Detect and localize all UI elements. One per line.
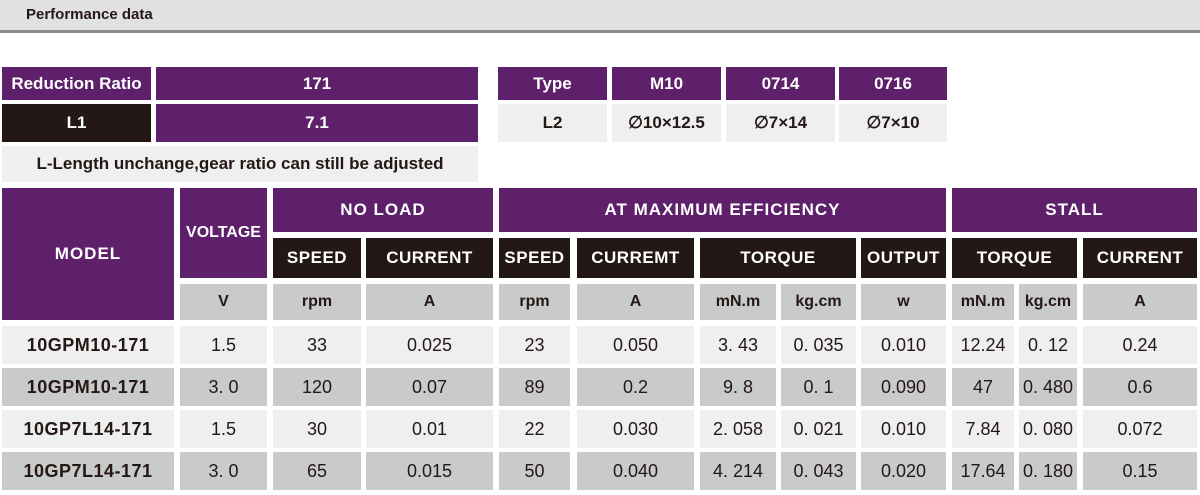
reduction-ratio-value: 171: [156, 67, 478, 100]
l2-0714: ∅7×14: [726, 104, 835, 142]
table-cell: 47: [952, 368, 1014, 406]
table-cell: 0.010: [861, 326, 946, 364]
stall-header: STALL: [952, 188, 1197, 232]
max-efficiency-header: AT MAXIMUM EFFICIENCY: [499, 188, 946, 232]
table-cell: 0.025: [366, 326, 493, 364]
l2-label: L2: [498, 104, 607, 142]
unit-cell: A: [577, 284, 694, 320]
table-cell: 120: [273, 368, 361, 406]
section-title: Performance data: [26, 6, 153, 23]
eff-speed-header: SPEED: [499, 238, 570, 278]
table-cell: 89: [499, 368, 570, 406]
table-cell: 17.64: [952, 452, 1014, 490]
stall-torque-header: TORQUE: [952, 238, 1077, 278]
unit-cell: A: [366, 284, 493, 320]
table-cell: 0.07: [366, 368, 493, 406]
table-cell: 0.6: [1083, 368, 1197, 406]
eff-torque-header: TORQUE: [700, 238, 856, 278]
eff-output-header: OUTPUT: [861, 238, 946, 278]
table-cell: 0.2: [577, 368, 694, 406]
table-cell: 0.030: [577, 410, 694, 448]
length-note: L-Length unchange,gear ratio can still b…: [2, 146, 478, 182]
table-cell: 12.24: [952, 326, 1014, 364]
table-cell: 0. 021: [781, 410, 856, 448]
table-cell: 9. 8: [700, 368, 776, 406]
table-cell: 1.5: [180, 410, 267, 448]
table-cell: 0.020: [861, 452, 946, 490]
table-cell: 0.090: [861, 368, 946, 406]
model-cell: 10GPM10-171: [2, 326, 174, 364]
unit-cell: rpm: [499, 284, 570, 320]
unit-cell: A: [1083, 284, 1197, 320]
table-cell: 3. 43: [700, 326, 776, 364]
model-cell: 10GP7L14-171: [2, 410, 174, 448]
l1-label: L1: [2, 104, 151, 142]
unit-cell: mN.m: [952, 284, 1014, 320]
type-0714: 0714: [726, 67, 835, 100]
model-cell: 10GP7L14-171: [2, 452, 174, 490]
table-cell: 22: [499, 410, 570, 448]
table-cell: 4. 214: [700, 452, 776, 490]
table-cell: 0. 480: [1019, 368, 1077, 406]
table-cell: 3. 0: [180, 368, 267, 406]
table-cell: 30: [273, 410, 361, 448]
model-cell: 10GPM10-171: [2, 368, 174, 406]
table-cell: 0. 12: [1019, 326, 1077, 364]
table-cell: 0.01: [366, 410, 493, 448]
table-cell: 33: [273, 326, 361, 364]
unit-cell: kg.cm: [781, 284, 856, 320]
table-cell: 50: [499, 452, 570, 490]
unit-cell: kg.cm: [1019, 284, 1077, 320]
table-cell: 23: [499, 326, 570, 364]
unit-cell: V: [180, 284, 267, 320]
unit-cell: w: [861, 284, 946, 320]
table-cell: 3. 0: [180, 452, 267, 490]
table-cell: 0.010: [861, 410, 946, 448]
type-0716: 0716: [839, 67, 947, 100]
no-load-current-header: CURRENT: [366, 238, 493, 278]
table-cell: 0.072: [1083, 410, 1197, 448]
table-cell: 0.040: [577, 452, 694, 490]
table-cell: 0.15: [1083, 452, 1197, 490]
no-load-speed-header: SPEED: [273, 238, 361, 278]
stall-current-header: CURRENT: [1083, 238, 1197, 278]
voltage-header: VOLTAGE: [180, 188, 267, 278]
model-header: MODEL: [2, 188, 174, 320]
l2-0716: ∅7×10: [839, 104, 947, 142]
table-cell: 1.5: [180, 326, 267, 364]
type-m10: M10: [612, 67, 721, 100]
table-cell: 7.84: [952, 410, 1014, 448]
table-cell: 0.015: [366, 452, 493, 490]
type-label: Type: [498, 67, 607, 100]
reduction-ratio-label: Reduction Ratio: [2, 67, 151, 100]
eff-current-header: CURREMT: [577, 238, 694, 278]
l1-value: 7.1: [156, 104, 478, 142]
table-cell: 0. 1: [781, 368, 856, 406]
table-cell: 0. 080: [1019, 410, 1077, 448]
table-cell: 0.050: [577, 326, 694, 364]
unit-cell: rpm: [273, 284, 361, 320]
l2-m10: ∅10×12.5: [612, 104, 721, 142]
table-cell: 0. 043: [781, 452, 856, 490]
table-cell: 65: [273, 452, 361, 490]
no-load-header: NO LOAD: [273, 188, 493, 232]
table-cell: 0. 035: [781, 326, 856, 364]
section-header: Performance data: [0, 0, 1200, 33]
unit-cell: mN.m: [700, 284, 776, 320]
table-cell: 0. 180: [1019, 452, 1077, 490]
table-cell: 2. 058: [700, 410, 776, 448]
table-cell: 0.24: [1083, 326, 1197, 364]
